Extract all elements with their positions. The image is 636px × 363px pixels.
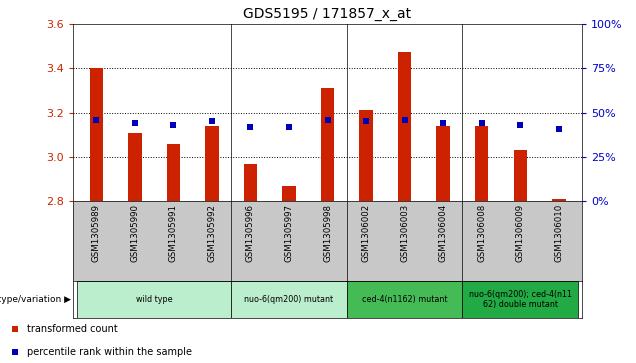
Text: GSM1306003: GSM1306003 (400, 204, 409, 262)
Text: GSM1306010: GSM1306010 (555, 204, 563, 262)
Text: percentile rank within the sample: percentile rank within the sample (27, 347, 192, 357)
Bar (475, 126, 488, 201)
Bar (552, 199, 565, 201)
Text: wild type: wild type (135, 295, 172, 304)
Bar (359, 110, 373, 201)
Text: GSM1305998: GSM1305998 (323, 204, 332, 262)
Point (515, 122, 525, 128)
Bar (398, 53, 411, 201)
Point (438, 120, 448, 126)
Text: GSM1306008: GSM1306008 (477, 204, 486, 262)
Text: GSM1305992: GSM1305992 (207, 204, 216, 262)
Point (245, 124, 256, 130)
Text: GSM1305991: GSM1305991 (169, 204, 178, 262)
Text: GSM1305989: GSM1305989 (92, 204, 100, 262)
Point (207, 118, 217, 124)
Point (284, 124, 294, 130)
Text: GSM1306004: GSM1306004 (439, 204, 448, 262)
Text: genotype/variation ▶: genotype/variation ▶ (0, 295, 71, 304)
Bar (90, 68, 103, 201)
Text: GSM1306002: GSM1306002 (362, 204, 371, 262)
Point (399, 117, 410, 123)
Point (130, 120, 140, 126)
Text: GSM1305990: GSM1305990 (130, 204, 139, 262)
Text: transformed count: transformed count (27, 324, 118, 334)
Bar (167, 144, 180, 201)
Point (10, 326, 20, 332)
Text: GSM1306009: GSM1306009 (516, 204, 525, 262)
Point (554, 126, 564, 131)
Bar (128, 132, 142, 201)
Text: ced-4(n1162) mutant: ced-4(n1162) mutant (362, 295, 447, 304)
Text: GSM1305997: GSM1305997 (284, 204, 293, 262)
Bar (282, 186, 296, 201)
Bar (321, 88, 335, 201)
Point (322, 117, 333, 123)
Point (10, 349, 20, 355)
Bar (205, 126, 219, 201)
Bar (244, 164, 257, 201)
Point (476, 120, 487, 126)
Title: GDS5195 / 171857_x_at: GDS5195 / 171857_x_at (244, 7, 411, 21)
Text: nuo-6(qm200); ced-4(n11
62) double mutant: nuo-6(qm200); ced-4(n11 62) double mutan… (469, 290, 572, 309)
Text: nuo-6(qm200) mutant: nuo-6(qm200) mutant (244, 295, 333, 304)
Point (169, 122, 179, 128)
Point (361, 118, 371, 124)
Bar (436, 126, 450, 201)
Bar (231, 281, 347, 318)
Bar (513, 150, 527, 201)
Bar (462, 281, 578, 318)
Bar (77, 281, 231, 318)
Text: GSM1305996: GSM1305996 (246, 204, 255, 262)
Point (91, 117, 101, 123)
Bar (347, 281, 462, 318)
